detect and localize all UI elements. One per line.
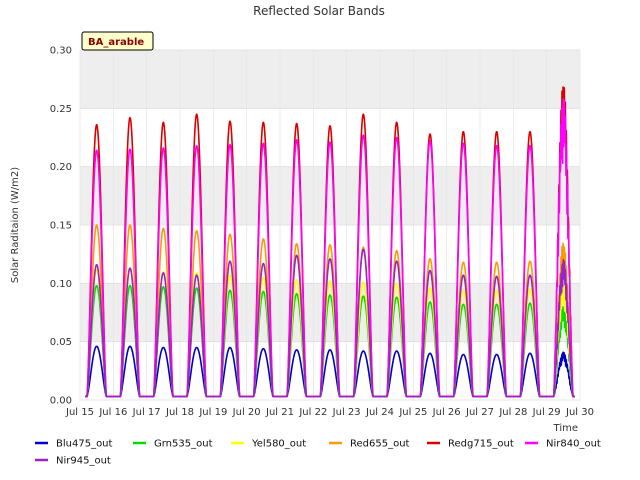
background-band [80, 283, 580, 342]
y-tick-label: 0.15 [50, 221, 72, 232]
legend-label: Grn535_out [154, 439, 213, 450]
x-tick-label: Jul 20 [232, 407, 261, 418]
legend-label: Yel580_out [251, 439, 306, 450]
legend-label: Blu475_out [56, 439, 113, 450]
series-line-blu475-out [84, 345, 576, 398]
y-tick-label: 0.05 [50, 337, 72, 348]
legend-label: Nir945_out [56, 456, 111, 467]
y-tick-label: 0.30 [50, 46, 72, 57]
x-tick-label: Jul 28 [498, 407, 527, 418]
x-tick-label: Jul 16 [98, 407, 127, 418]
x-tick-label: Jul 24 [365, 407, 394, 418]
series-line-nir840-out [84, 98, 576, 398]
legend-label: Redg715_out [448, 439, 514, 450]
x-tick-label: Jul 18 [165, 407, 194, 418]
x-axis-ticks: Jul 15 Jul 16 Jul 17 Jul 18 Jul 19 Jul 20 Jul … [65, 407, 594, 418]
y-tick-label: 0.20 [50, 162, 72, 173]
x-tick-label: Jul 25 [398, 407, 427, 418]
x-tick-label: Jul 30 [565, 407, 594, 418]
y-tick-label: 0.25 [50, 104, 72, 115]
y-axis-ticks: 0.00 0.05 0.10 0.15 0.20 0.25 0.30 [50, 46, 72, 407]
y-tick-label: 0.00 [50, 396, 72, 407]
y-axis-title: Solar Raditaion (W/m2) [10, 167, 21, 283]
x-axis-title: Time [553, 423, 578, 434]
chart-title: Reflected Solar Bands [253, 4, 385, 18]
badge-box [81, 31, 154, 51]
legend-label: Nir840_out [546, 439, 601, 450]
series-line-nir945-out [84, 248, 576, 398]
series-layer [84, 86, 576, 398]
x-tick-label: Jul 21 [265, 407, 294, 418]
x-tick-label: Jul 17 [132, 407, 161, 418]
x-tick-label: Jul 26 [432, 407, 461, 418]
badge: BA_arable [81, 31, 154, 51]
background-band [80, 50, 580, 109]
background-band [80, 166, 580, 225]
legend: Blu475_out Grn535_out Yel580_out Red655_out… [35, 439, 601, 467]
badge-label: BA_arable [88, 37, 144, 48]
x-tick-label: Jul 19 [198, 407, 227, 418]
legend-label: Red655_out [350, 439, 410, 450]
x-tick-label: Jul 15 [65, 407, 94, 418]
x-tick-label: Jul 29 [532, 407, 561, 418]
x-tick-label: Jul 22 [298, 407, 327, 418]
x-tick-label: Jul 27 [465, 407, 494, 418]
grid-lines [79, 49, 581, 401]
series-line-red655-out [84, 224, 576, 398]
y-tick-label: 0.10 [50, 279, 72, 290]
x-tick-label: Jul 23 [332, 407, 361, 418]
